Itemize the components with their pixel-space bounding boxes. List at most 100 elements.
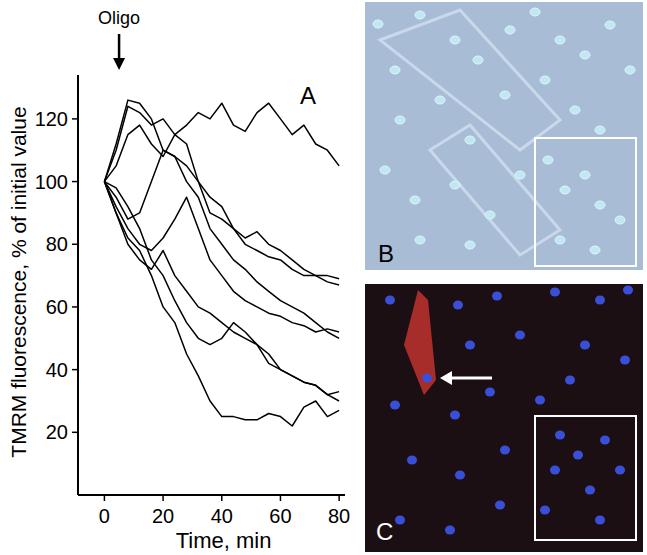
- annotation-arrow: [118, 34, 121, 62]
- nucleus: [580, 171, 590, 179]
- nucleus: [465, 136, 475, 144]
- nucleus: [535, 396, 545, 405]
- y-tick-label: 100: [35, 171, 68, 193]
- panel-label: B: [378, 240, 394, 267]
- annotation-text: Oligo: [98, 8, 140, 28]
- nucleus: [540, 76, 550, 84]
- nucleus: [555, 236, 565, 244]
- nucleus: [590, 246, 600, 254]
- nucleus: [422, 374, 432, 383]
- figure: 20406080100120020406080OligoATime, minTM…: [0, 0, 647, 555]
- nucleus: [540, 506, 550, 515]
- y-tick: [72, 369, 78, 371]
- x-tick: [221, 495, 223, 501]
- x-tick: [280, 495, 282, 501]
- nucleus: [453, 301, 463, 310]
- nucleus: [500, 91, 510, 99]
- nucleus: [620, 356, 630, 365]
- nucleus: [515, 331, 525, 340]
- nucleus: [550, 466, 560, 475]
- nucleus: [390, 401, 400, 410]
- x-tick: [162, 495, 164, 501]
- panel-label: C: [376, 518, 393, 545]
- nucleus: [450, 411, 460, 420]
- nucleus: [530, 8, 540, 16]
- nucleus: [580, 51, 590, 59]
- nucleus: [435, 96, 445, 104]
- nucleus: [415, 11, 425, 19]
- nucleus: [615, 216, 625, 224]
- nucleus: [395, 116, 405, 124]
- y-tick-label: 40: [46, 359, 68, 381]
- nucleus: [450, 36, 460, 44]
- x-tick-label: 40: [211, 505, 233, 527]
- nucleus: [415, 236, 425, 244]
- nucleus: [395, 516, 405, 525]
- panel-label: A: [300, 82, 316, 109]
- annotation-arrowhead: [113, 58, 125, 70]
- y-tick-label: 80: [46, 233, 68, 255]
- nucleus: [450, 181, 460, 189]
- y-tick: [72, 181, 78, 183]
- nucleus: [555, 431, 565, 440]
- y-tick: [72, 118, 78, 120]
- nucleus: [595, 201, 605, 209]
- y-tick: [72, 306, 78, 308]
- nucleus: [485, 388, 495, 397]
- nucleus: [573, 451, 583, 460]
- nucleus: [570, 106, 580, 114]
- micrograph-c: [365, 284, 643, 552]
- y-axis-label: TMRM fluorescence, % of initial value: [7, 106, 30, 457]
- x-tick: [104, 495, 106, 501]
- trace: [104, 103, 339, 181]
- stained-cell: [404, 290, 436, 395]
- x-tick-label: 80: [328, 505, 350, 527]
- nucleus: [615, 466, 625, 475]
- trace: [104, 100, 339, 285]
- trace: [104, 182, 339, 426]
- x-tick-label: 0: [99, 505, 110, 527]
- cell-outline: [380, 10, 560, 150]
- nucleus: [560, 186, 570, 194]
- nucleus: [485, 211, 495, 219]
- trace: [104, 150, 339, 338]
- nucleus: [623, 286, 633, 295]
- x-axis-label: Time, min: [176, 528, 272, 553]
- nucleus: [492, 292, 502, 301]
- nucleus: [385, 296, 395, 305]
- pointer-arrow: [445, 377, 492, 380]
- nucleus: [380, 166, 390, 174]
- nucleus: [605, 21, 615, 29]
- nucleus: [410, 196, 420, 204]
- x-tick-label: 60: [269, 505, 291, 527]
- nucleus: [595, 126, 605, 134]
- x-tick-label: 20: [152, 505, 174, 527]
- nucleus: [445, 526, 455, 535]
- x-axis: [78, 494, 345, 496]
- y-tick: [72, 432, 78, 434]
- nucleus: [625, 66, 635, 74]
- nucleus: [465, 241, 475, 249]
- micrograph-b: [365, 2, 643, 270]
- nucleus: [473, 56, 483, 64]
- plot-lines: [104, 100, 339, 426]
- trace: [104, 182, 339, 401]
- x-tick: [338, 495, 340, 501]
- cell-outline: [430, 125, 560, 255]
- y-tick-label: 120: [35, 108, 68, 130]
- trace: [104, 182, 339, 395]
- nucleus: [500, 446, 510, 455]
- nucleus: [515, 171, 525, 179]
- nucleus: [455, 471, 465, 480]
- nucleus: [595, 516, 605, 525]
- pointer-arrowhead: [440, 371, 452, 385]
- zoom-box: [535, 416, 636, 540]
- y-tick: [72, 244, 78, 246]
- nucleus: [407, 456, 417, 465]
- nucleus: [495, 501, 505, 510]
- nucleus: [550, 288, 560, 297]
- nucleus: [565, 376, 575, 385]
- nucleus: [543, 156, 553, 164]
- nucleus: [505, 26, 515, 34]
- y-tick-label: 20: [46, 421, 68, 443]
